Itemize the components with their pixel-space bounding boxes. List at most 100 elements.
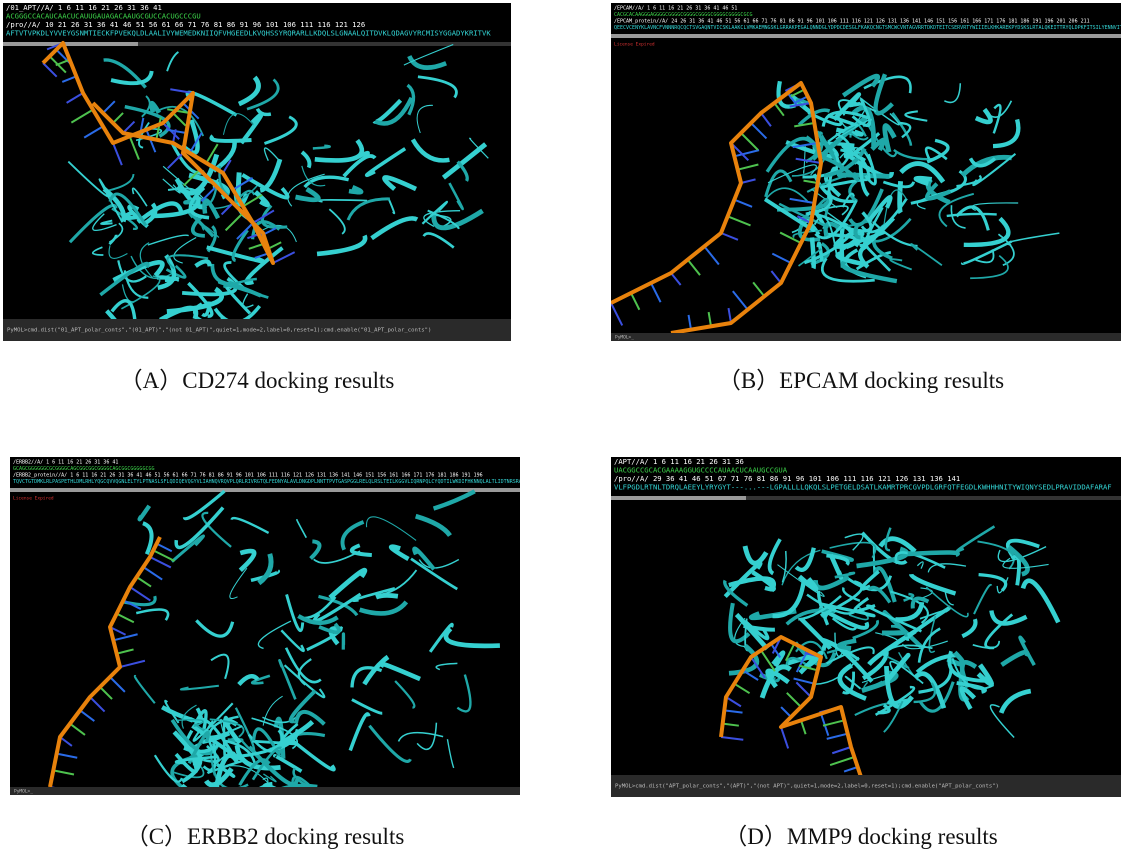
protein-ribbon (285, 594, 305, 633)
protein-ribbon (257, 620, 292, 650)
base-rung (670, 272, 682, 286)
base-rung (779, 231, 802, 244)
protein-ribbon (863, 243, 892, 272)
protein-ribbon (842, 587, 861, 602)
protein-ribbon (92, 213, 117, 232)
base-rung (224, 212, 244, 232)
base-rung (128, 135, 140, 160)
base-rung (99, 686, 113, 700)
protein-ribbon (803, 144, 806, 174)
protein-ribbon (250, 220, 281, 240)
protein-ribbon (469, 137, 489, 159)
base-rung (793, 677, 815, 685)
pymol-panel: /EPCAM//A/ 1 6 11 16 21 26 31 36 41 46 5… (611, 3, 1121, 341)
protein-ribbon (927, 563, 967, 573)
protein-ribbon (192, 702, 234, 742)
protein-ribbon (960, 154, 1013, 178)
protein-ribbon (257, 553, 274, 586)
protein-ribbon (351, 587, 396, 603)
base-rung (798, 664, 818, 672)
protein-ribbon (210, 653, 230, 680)
protein-ribbon (998, 688, 1032, 714)
protein-ribbon (443, 626, 500, 649)
command-bar (611, 333, 1121, 341)
protein-ribbon (263, 773, 277, 783)
base-rung (720, 232, 739, 241)
protein-ribbon (742, 545, 769, 566)
protein-ribbon (866, 195, 893, 224)
protein-ribbon (959, 686, 977, 711)
sequence-line: ACGGGCCACAUCAACUCAUUGAUAGACAAUGCGUCCACUG… (6, 12, 201, 21)
protein-ribbon (989, 610, 1028, 626)
rna-backbone (611, 81, 823, 335)
protein-ribbon (106, 173, 135, 192)
protein-ribbon (816, 241, 824, 262)
protein-ribbon (68, 203, 118, 244)
base-rung (770, 643, 782, 659)
protein-ribbon (974, 107, 993, 125)
rna-backbone (719, 635, 863, 778)
protein-ribbon (287, 173, 325, 207)
base-rung (732, 290, 749, 311)
protein-ribbon (423, 210, 461, 227)
protein-ribbon (173, 237, 197, 264)
protein-ribbon (820, 257, 875, 283)
protein-ribbon (278, 719, 315, 746)
base-rung (724, 709, 743, 714)
protein-ribbon (201, 224, 220, 238)
protein-ribbon (253, 190, 270, 208)
protein-ribbon (141, 95, 151, 118)
protein-ribbon (970, 202, 1019, 212)
protein-ribbon (767, 164, 817, 184)
protein-ribbon (370, 216, 419, 241)
protein-ribbon (431, 208, 484, 231)
protein-ribbon (823, 147, 867, 178)
protein-ribbon (970, 254, 1009, 280)
protein-ribbon (150, 196, 201, 219)
protein-ribbon (201, 731, 231, 745)
protein-ribbon (897, 180, 904, 215)
scrollbar-thumb (611, 34, 1121, 38)
protein-ribbon (818, 116, 868, 159)
protein-ribbon (913, 175, 933, 187)
pymol-panel: /ERBB2//A/ 1 6 11 16 21 26 31 36 41GCAGC… (10, 457, 520, 795)
protein-ribbon (837, 172, 890, 179)
protein-ribbon (91, 246, 104, 256)
protein-ribbon (427, 209, 460, 230)
protein-ribbon (907, 550, 960, 557)
base-rung (796, 215, 812, 224)
base-rung (69, 722, 86, 736)
protein-ribbon (372, 98, 403, 124)
base-rung (109, 626, 127, 636)
base-rung (145, 129, 157, 153)
protein-ribbon (809, 237, 817, 270)
base-rung (752, 281, 766, 297)
protein-ribbon (947, 650, 990, 683)
protein-ribbon (777, 200, 829, 212)
protein-ribbon (165, 264, 187, 279)
protein-ribbon (884, 527, 892, 552)
protein-ribbon (296, 519, 308, 539)
protein-ribbon (149, 100, 162, 114)
command-bar (10, 787, 520, 795)
protein-ribbon (886, 655, 910, 669)
protein-ribbon (771, 650, 786, 668)
protein-ribbon (816, 197, 830, 219)
base-rung (742, 669, 759, 681)
base-rung (687, 314, 692, 330)
base-rung (252, 209, 275, 224)
protein-ribbon (950, 205, 966, 229)
protein-ribbon (312, 144, 331, 150)
protein-ribbon (858, 162, 870, 197)
status: License Expired (614, 42, 655, 48)
protein-ribbon (280, 629, 305, 653)
protein-ribbon (206, 245, 266, 264)
protein-ribbon (348, 712, 371, 752)
protein-ribbon (237, 729, 285, 758)
protein-ribbon (908, 573, 957, 596)
base-rung (183, 168, 201, 187)
base-rung (236, 222, 254, 240)
protein-ribbon (412, 546, 436, 571)
protein-ribbon (778, 202, 830, 229)
protein-ribbon (259, 158, 283, 193)
